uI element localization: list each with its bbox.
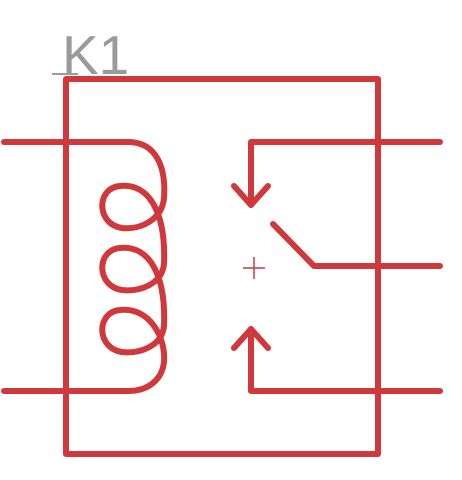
switch-arm — [270, 221, 443, 269]
coil-winding — [99, 139, 168, 394]
contact-nc-arrow — [231, 183, 271, 208]
origin-marker — [243, 257, 265, 279]
contact-no-lead — [248, 326, 443, 394]
relay-body — [1, 76, 443, 457]
reference-label: K1 — [62, 24, 129, 86]
contact-nc-lead — [248, 139, 443, 208]
contact-no-arrow — [231, 326, 271, 351]
